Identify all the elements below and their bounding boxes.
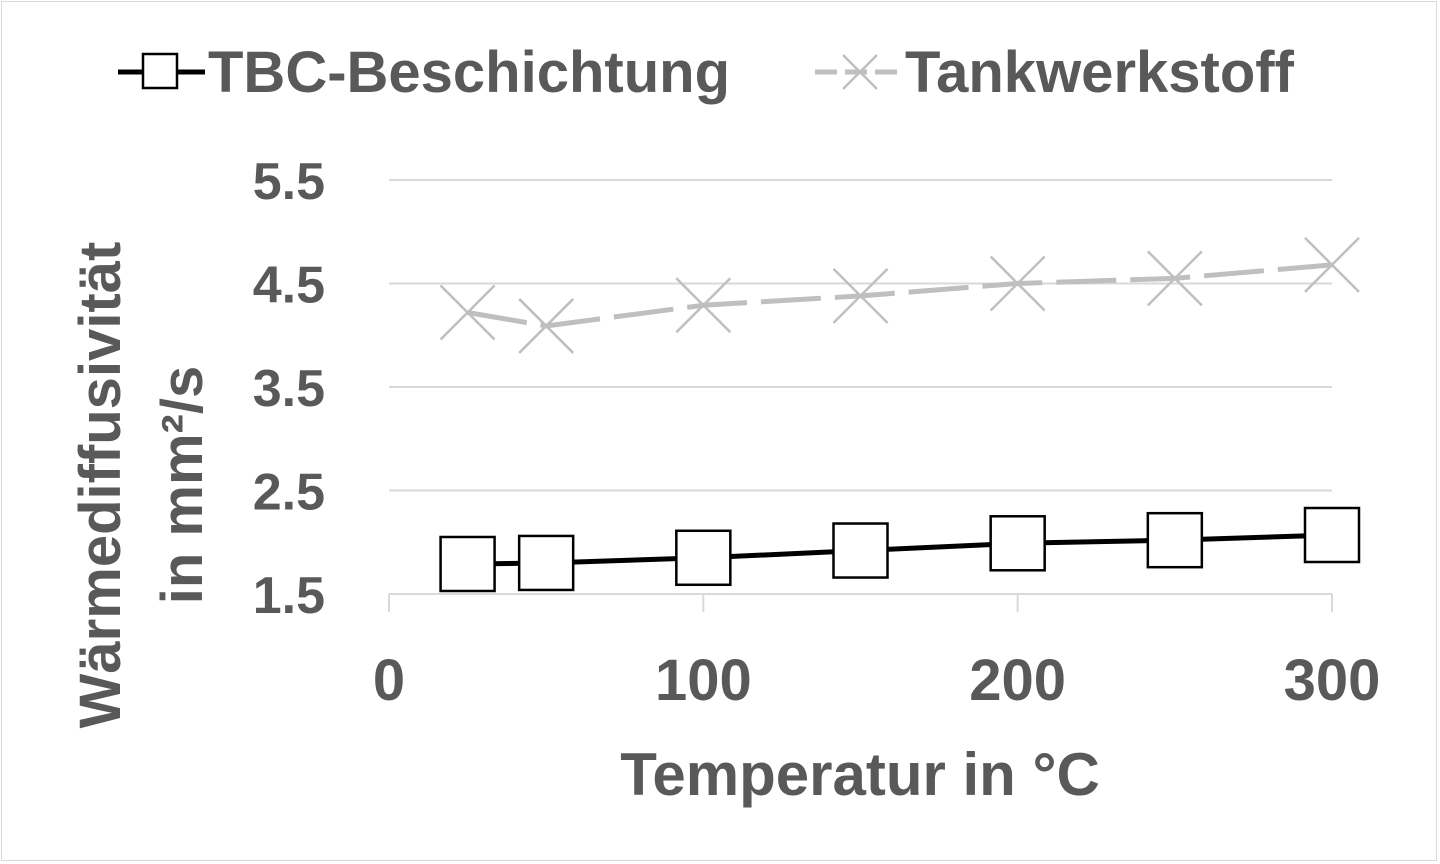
x-stroke bbox=[675, 277, 732, 334]
data-point-tank bbox=[832, 268, 889, 324]
series-layer bbox=[439, 236, 1361, 593]
data-point-tank bbox=[1304, 236, 1360, 293]
legend-x-marker bbox=[842, 54, 878, 90]
x-axis-label: Temperatur in °C bbox=[620, 741, 1100, 808]
x-stroke bbox=[439, 284, 496, 341]
data-point-tbc bbox=[517, 534, 575, 592]
data-point-tbc bbox=[1146, 511, 1204, 569]
x-stroke bbox=[518, 298, 575, 354]
legend-label-tank: Tankwerkstoff bbox=[905, 40, 1295, 105]
legend-square-marker bbox=[141, 52, 179, 90]
y-tick-label: 4.5 bbox=[253, 257, 325, 315]
y-tick-label: 2.5 bbox=[253, 464, 325, 522]
x-stroke bbox=[989, 255, 1046, 312]
data-point-tank bbox=[439, 284, 496, 341]
legend-item-tank: Tankwerkstoff bbox=[815, 40, 1295, 105]
data-point-tbc bbox=[439, 535, 496, 593]
data-point-tank bbox=[518, 298, 575, 354]
x-tick-label: 0 bbox=[373, 648, 405, 713]
x-tick-label: 300 bbox=[1284, 648, 1381, 713]
x-tick-label: 100 bbox=[655, 648, 752, 713]
data-point-tbc bbox=[1303, 506, 1361, 564]
x-tick-label: 200 bbox=[969, 648, 1066, 713]
legend-label-tbc: TBC-Beschichtung bbox=[208, 40, 730, 105]
data-point-tbc bbox=[989, 515, 1046, 572]
data-point-tbc bbox=[675, 529, 732, 587]
data-point-tank bbox=[675, 277, 732, 334]
x-stroke bbox=[1304, 236, 1360, 293]
x-stroke bbox=[1146, 250, 1203, 307]
axes: 1.5 2.5 3.5 4.5 5.5 0 100 200 300 bbox=[253, 153, 1381, 713]
x-stroke bbox=[832, 268, 889, 324]
gridlines bbox=[389, 179, 1332, 492]
legend-item-tbc: TBC-Beschichtung bbox=[118, 40, 730, 105]
data-point-tbc bbox=[832, 522, 889, 579]
y-tick-label: 5.5 bbox=[253, 153, 325, 211]
data-point-tank bbox=[1146, 250, 1203, 307]
y-axis-label-line1: Wärmediffusivität bbox=[68, 242, 133, 729]
y-tick-label: 1.5 bbox=[253, 567, 325, 625]
legend: TBC-Beschichtung Tankwerkstoff bbox=[118, 40, 1295, 105]
series-line-tank bbox=[467, 262, 1333, 329]
y-tick-label: 3.5 bbox=[253, 360, 325, 418]
data-point-tank bbox=[989, 255, 1046, 312]
y-axis-label-line2: in mm²/s bbox=[150, 366, 215, 605]
